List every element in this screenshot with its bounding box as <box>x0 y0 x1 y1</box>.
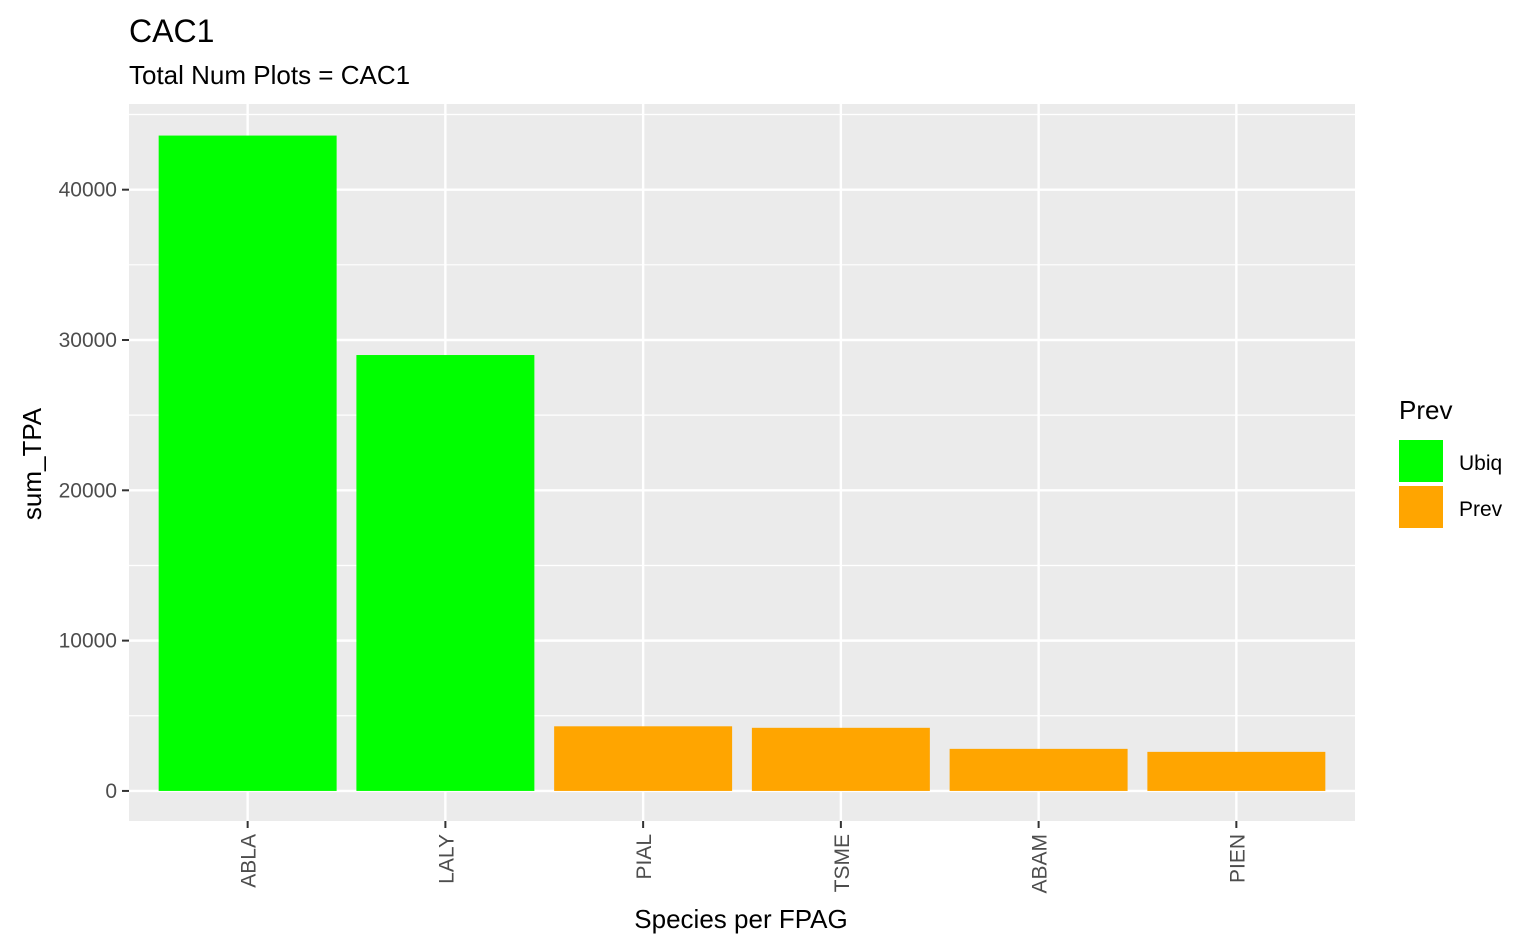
bar-pial <box>554 726 733 791</box>
y-tick-label: 40000 <box>59 179 117 202</box>
y-tick-label: 30000 <box>59 329 117 352</box>
legend-title: Prev <box>1399 395 1452 425</box>
x-tick-label: TSME <box>831 834 854 892</box>
x-axis-title: Species per FPAG <box>634 904 847 934</box>
y-tick-label: 20000 <box>59 479 117 502</box>
y-axis-title: sum_TPA <box>17 407 47 520</box>
legend-label: Ubiq <box>1459 452 1502 475</box>
bar-abla <box>158 135 337 791</box>
bar-tsme <box>751 727 930 791</box>
bar-pien <box>1147 751 1326 791</box>
x-axis: ABLA LALY PIAL TSME ABAM PIEN <box>238 821 1249 894</box>
legend-key-prev <box>1399 486 1443 528</box>
x-tick-label: PIAL <box>633 834 656 880</box>
legend-key-ubiq <box>1399 440 1443 482</box>
bar-laly <box>356 355 535 791</box>
bars <box>158 135 1326 791</box>
x-tick-label: ABLA <box>238 834 261 888</box>
x-tick-label: LALY <box>435 834 458 884</box>
bar-abam <box>949 748 1128 791</box>
x-tick-label: ABAM <box>1029 834 1052 894</box>
chart-title: CAC1 <box>129 13 214 49</box>
y-axis: 0 10000 20000 30000 40000 <box>59 179 129 803</box>
x-tick-label: PIEN <box>1226 834 1249 883</box>
y-tick-label: 0 <box>105 780 117 803</box>
legend-label: Prev <box>1459 498 1503 521</box>
legend: Prev Ubiq Prev <box>1399 395 1503 528</box>
y-tick-label: 10000 <box>59 630 117 653</box>
chart-subtitle: Total Num Plots = CAC1 <box>129 60 410 90</box>
